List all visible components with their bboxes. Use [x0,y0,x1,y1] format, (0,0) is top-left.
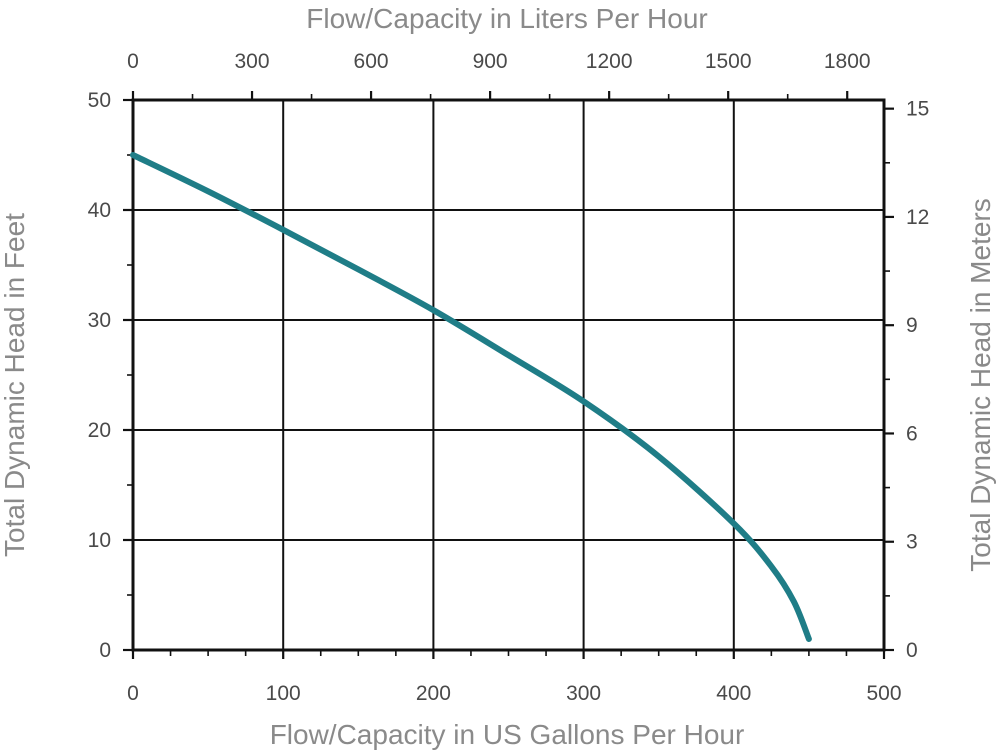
y-tick-label: 10 [88,529,111,552]
x-tick-label: 500 [866,682,901,705]
x2-tick-label: 1500 [705,50,752,73]
y-tick-label: 20 [88,419,111,442]
y2-tick-label: 6 [906,422,918,445]
x-tick-label: 300 [566,682,601,705]
y-tick-label: 0 [99,639,111,662]
x-tick-label: 100 [266,682,301,705]
y2-tick-label: 12 [906,206,929,229]
x-tick-label: 0 [127,682,139,705]
y2-tick-label: 0 [906,639,918,662]
x2-tick-label: 600 [354,50,389,73]
right-axis-title: Total Dynamic Head in Meters [965,198,996,571]
plot-frame [131,98,886,652]
x2-tick-label: 1200 [586,50,633,73]
y2-tick-label: 9 [906,314,918,337]
x2-tick-label: 300 [235,50,270,73]
y2-tick-label: 15 [906,98,929,121]
y-tick-label: 50 [88,89,111,112]
grid-layer [133,100,884,650]
y2-tick-label: 3 [906,531,918,554]
pump-curve-line [130,152,812,642]
x-tick-label: 400 [716,682,751,705]
x-tick-label: 200 [416,682,451,705]
bottom-axis-title: Flow/Capacity in US Gallons Per Hour [270,719,745,750]
top-axis-title: Flow/Capacity in Liters Per Hour [306,3,707,34]
x2-tick-label: 1800 [824,50,871,73]
y-tick-label: 30 [88,309,111,332]
x2-tick-label: 900 [473,50,508,73]
series-layer [130,152,812,642]
left-axis-title: Total Dynamic Head in Feet [0,213,30,557]
y-tick-label: 40 [88,199,111,222]
x2-tick-label: 0 [127,50,139,73]
